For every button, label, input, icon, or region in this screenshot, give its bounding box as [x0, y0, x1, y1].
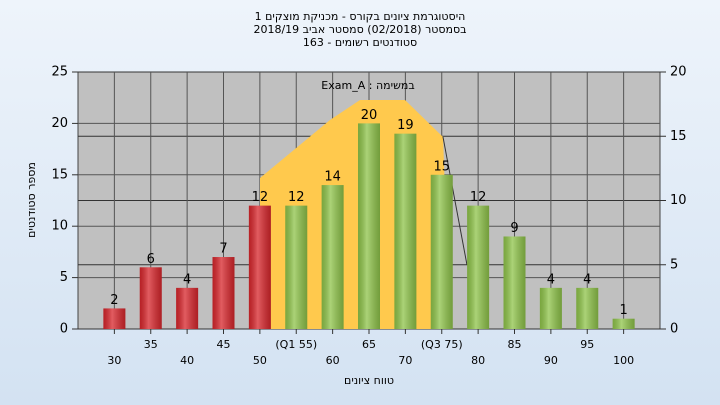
value-label: 2 [110, 293, 118, 308]
value-label: 20 [361, 108, 378, 123]
bar-shade [467, 205, 490, 329]
value-label: 12 [288, 190, 305, 205]
value-label: 7 [219, 242, 227, 257]
value-label: 15 [433, 159, 450, 174]
title-line: בסמסטר (02/2018) סמסטר אביב 2018/19 [253, 23, 466, 36]
bar-shade [358, 123, 380, 330]
annotation: במשימה : Exam_A [321, 79, 414, 92]
x-tick-label: 80 [471, 354, 485, 367]
x-tick-label: (Q1 55) [275, 338, 317, 351]
x-tick-label: 85 [508, 338, 522, 351]
x-tick-label: 95 [580, 338, 594, 351]
x-tick-label: (Q3 75) [421, 338, 463, 351]
title-line: סטודנטים רשומים - 163 [303, 36, 417, 49]
value-label: 12 [470, 190, 487, 205]
marks: 2 6 4 7 12 12 14 20 19 15 12 9 4 4 1 [103, 108, 635, 330]
x-tick-label: 40 [180, 354, 194, 367]
bar-shade [612, 318, 635, 329]
bar-shade [139, 267, 162, 329]
value-label: 6 [147, 252, 155, 267]
y2-tick-label: 15 [670, 129, 687, 144]
y2-tick-label: 5 [670, 257, 678, 272]
value-label: 12 [252, 190, 269, 205]
bar-shade [503, 236, 526, 329]
x-tick-label: 100 [613, 354, 634, 367]
y-tick-label: 25 [51, 65, 68, 80]
value-label: 4 [547, 272, 555, 287]
value-label: 14 [324, 170, 341, 185]
bar-shade [248, 205, 271, 329]
bar-shade [394, 133, 417, 329]
x-tick-label: 45 [217, 338, 231, 351]
bar-shade [576, 287, 599, 329]
y-axis-label: מספר סטודנטים [25, 162, 38, 238]
value-label: 1 [619, 303, 627, 318]
y-tick-label: 15 [51, 167, 68, 182]
y-tick-label: 10 [51, 219, 68, 234]
x-axis-label: טווח ציונים [344, 374, 394, 387]
x-tick-label: 60 [326, 354, 340, 367]
title-line: היסטוגרמת ציונים בקורס - מכניקת מוצקים 1 [255, 10, 466, 23]
bar-shade [212, 257, 235, 329]
value-label: 19 [397, 118, 414, 133]
bar-shade [103, 308, 126, 329]
value-label: 4 [583, 272, 591, 287]
x-tick-label: 65 [362, 338, 376, 351]
x-tick-label: 90 [544, 354, 558, 367]
value-label: 4 [183, 272, 191, 287]
y-tick-label: 5 [60, 270, 68, 285]
x-tick-label: 50 [253, 354, 267, 367]
bar-shade [285, 205, 308, 329]
bar-shade [539, 287, 562, 329]
value-label: 9 [510, 221, 518, 236]
x-tick-label: 70 [398, 354, 412, 367]
bar-shade [321, 185, 344, 329]
quartile-line [442, 136, 468, 266]
y2-tick-label: 10 [670, 193, 687, 208]
y2-tick-label: 0 [670, 322, 678, 337]
y2-tick-label: 20 [670, 65, 687, 80]
x-tick-label: 35 [144, 338, 158, 351]
y-tick-label: 20 [51, 116, 68, 131]
bar-shade [430, 174, 453, 329]
x-tick-label: 30 [107, 354, 121, 367]
y-tick-label: 0 [60, 322, 68, 337]
bar-shade [176, 287, 199, 329]
